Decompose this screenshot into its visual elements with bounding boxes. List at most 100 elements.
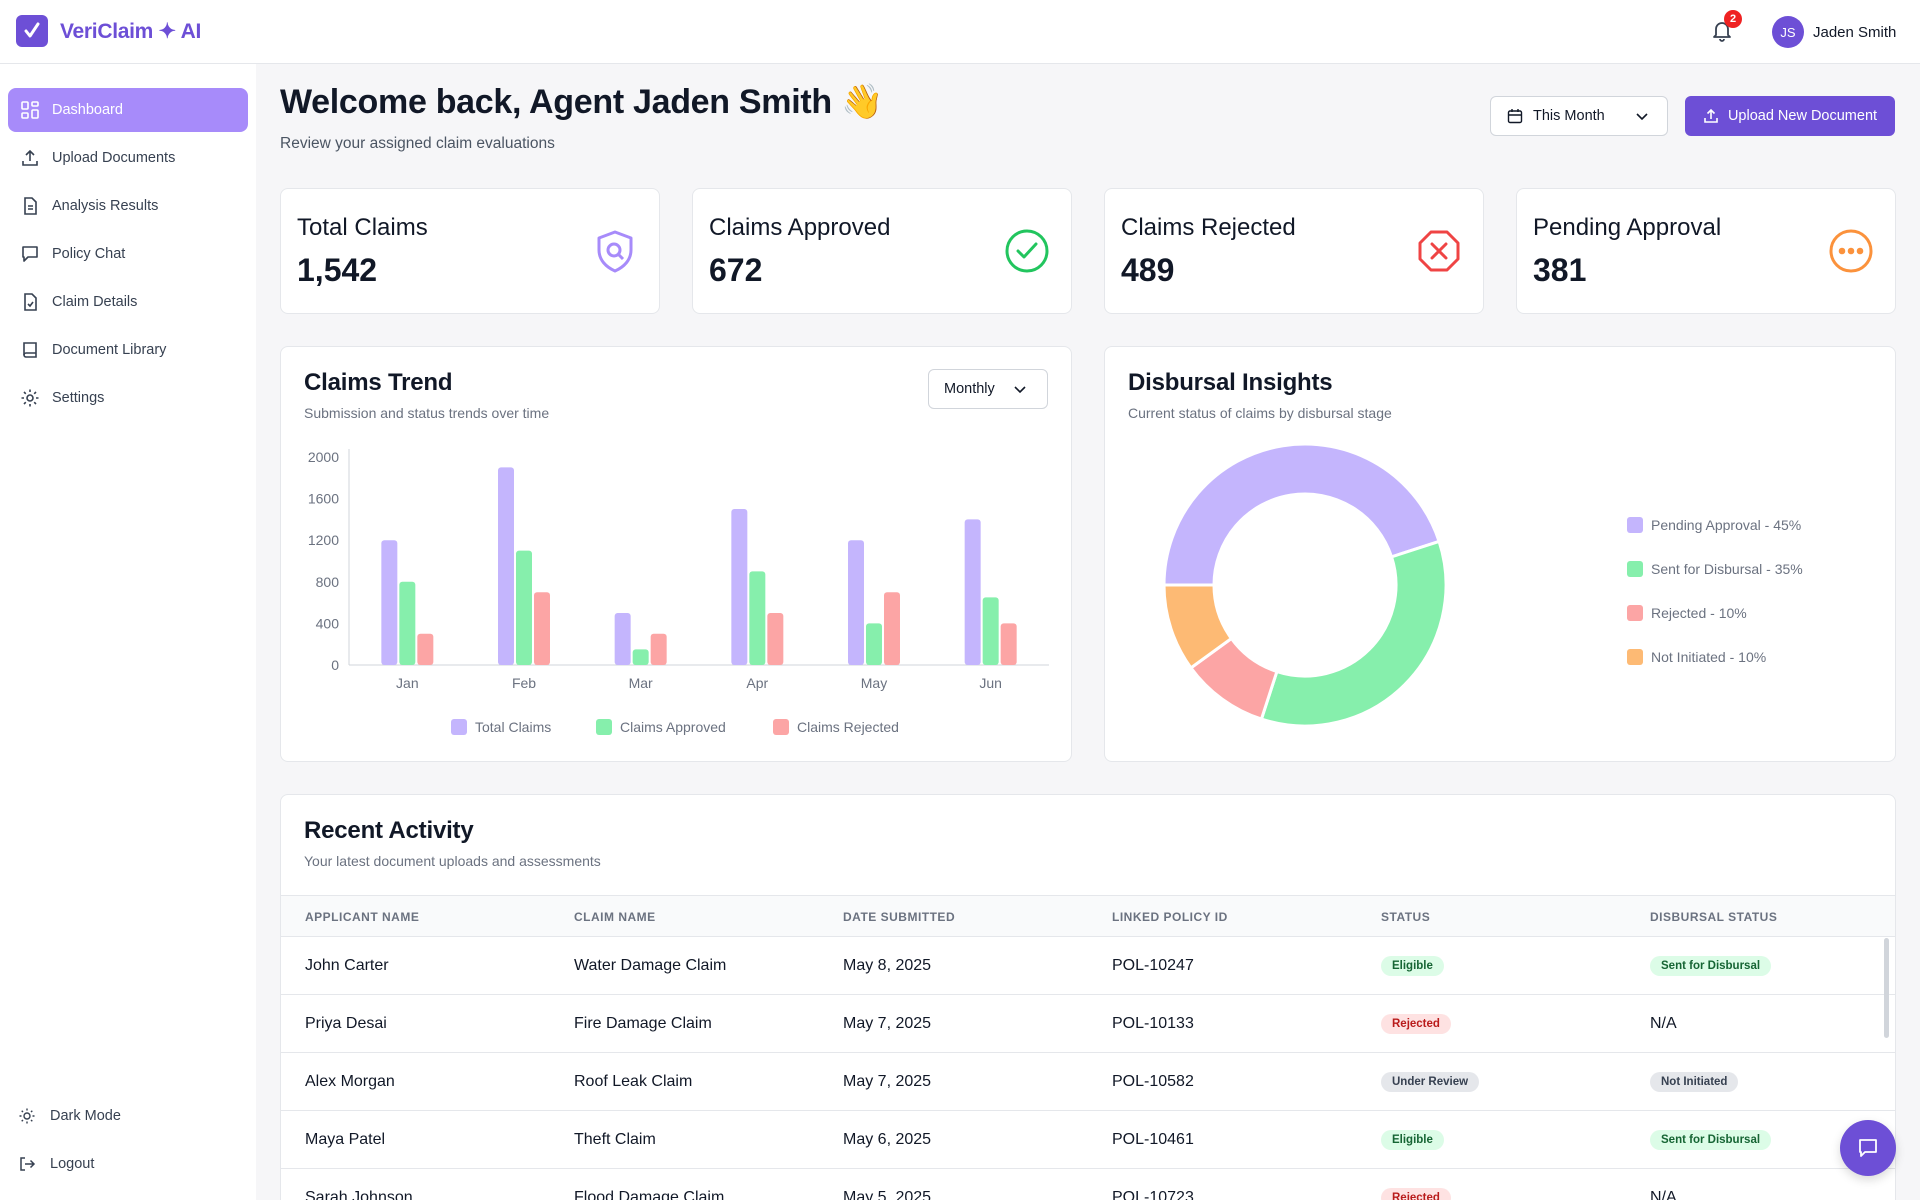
- y-tick-label: 800: [316, 574, 340, 590]
- brand-logo[interactable]: VeriClaim ✦ AI: [16, 15, 201, 47]
- cell-claim-name: Fire Damage Claim: [574, 1015, 712, 1032]
- legend-item-rejected: Rejected - 10%: [1627, 605, 1747, 621]
- claims-trend-title: Claims Trend: [304, 369, 453, 396]
- sidebar-item-analysis-results[interactable]: Analysis Results: [8, 184, 248, 228]
- bar-claims-rejected: [417, 633, 434, 665]
- y-tick-label: 2000: [308, 449, 339, 465]
- y-tick-label: 400: [316, 615, 340, 631]
- chat-fab-button[interactable]: [1840, 1120, 1896, 1176]
- legend-swatch: [773, 719, 789, 735]
- column-header[interactable]: APPLICANT NAME: [305, 910, 420, 924]
- sidebar-item-label: Policy Chat: [52, 246, 126, 262]
- logout-label: Logout: [50, 1156, 95, 1172]
- sidebar: Dashboard Upload Documents Analysis Resu…: [0, 64, 256, 1200]
- sidebar-item-dashboard[interactable]: Dashboard: [8, 88, 248, 132]
- bar-claims-approved: [399, 581, 416, 665]
- cell-policy-id: POL-10133: [1112, 1015, 1194, 1032]
- bar-total-claims: [614, 613, 631, 665]
- column-header[interactable]: LINKED POLICY ID: [1112, 910, 1228, 924]
- cell-claim-name: Water Damage Claim: [574, 957, 727, 974]
- legend-item-sent-for-disbursal: Sent for Disbursal - 35%: [1627, 561, 1803, 577]
- disbursal-donut-chart: [1165, 442, 1448, 728]
- donut-slice-pending-approval: [1165, 442, 1441, 587]
- cell-applicant-name: Sarah Johnson: [305, 1189, 413, 1200]
- stat-card-claims-approved: Claims Approved 672: [692, 188, 1072, 314]
- sidebar-item-label: Document Library: [52, 342, 167, 358]
- chevron-down-icon: [1636, 113, 1648, 121]
- status-badge: Under Review: [1381, 1072, 1480, 1092]
- bar-claims-approved: [516, 550, 532, 665]
- legend-item-claims-rejected: Claims Rejected: [773, 719, 899, 735]
- book-icon: [23, 342, 37, 358]
- cell-date-submitted: May 8, 2025: [843, 957, 932, 974]
- logout-icon: [20, 1157, 36, 1171]
- y-tick-label: 1600: [308, 491, 339, 507]
- x-tick-label: Jan: [396, 675, 419, 691]
- bar-total-claims: [848, 540, 864, 665]
- legend-label: Claims Rejected: [797, 719, 899, 735]
- sidebar-item-policy-chat[interactable]: Policy Chat: [8, 232, 248, 276]
- cell-date-submitted: May 6, 2025: [843, 1131, 932, 1148]
- bar-claims-rejected: [534, 592, 550, 665]
- legend-label: Total Claims: [475, 719, 552, 735]
- table-row[interactable]: Sarah Johnson Flood Damage Claim May 5, 20…: [281, 1169, 1895, 1200]
- claims-trend-card: Claims Trend Submission and status trend…: [280, 346, 1072, 762]
- sidebar-item-settings[interactable]: Settings: [8, 376, 248, 420]
- disbursal-title: Disbursal Insights: [1128, 369, 1333, 396]
- stat-label: Total Claims: [297, 214, 428, 241]
- donut-slice-sent-for-disbursal: [1259, 539, 1448, 728]
- sidebar-item-document-library[interactable]: Document Library: [8, 328, 248, 372]
- dots-circle-icon: [1829, 229, 1873, 273]
- sidebar-item-label: Dashboard: [52, 102, 123, 118]
- table-row[interactable]: Maya Patel Theft Claim May 6, 2025 POL-1046…: [281, 1111, 1895, 1169]
- gear-icon: [21, 389, 39, 407]
- sidebar-item-upload-documents[interactable]: Upload Documents: [8, 136, 248, 180]
- legend-label: Claims Approved: [620, 719, 726, 735]
- stat-value: 489: [1121, 252, 1175, 288]
- legend-label: Not Initiated - 10%: [1651, 649, 1767, 665]
- stat-value: 672: [709, 252, 763, 288]
- y-tick-label: 1200: [308, 532, 339, 548]
- sidebar-item-label: Upload Documents: [52, 150, 176, 166]
- cell-applicant-name: John Carter: [305, 957, 389, 974]
- notification-badge: 2: [1724, 10, 1742, 28]
- status-badge: Eligible: [1381, 956, 1444, 976]
- table-row[interactable]: Alex Morgan Roof Leak Claim May 7, 2025 POL…: [281, 1053, 1895, 1111]
- period-select[interactable]: This Month: [1490, 96, 1668, 136]
- legend-swatch: [1627, 561, 1643, 577]
- claims-trend-subtitle: Submission and status trends over time: [304, 405, 550, 421]
- bar-total-claims: [498, 467, 514, 665]
- recent-activity-card: Recent Activity Your latest document upl…: [280, 794, 1896, 1200]
- cell-date-submitted: May 5, 2025: [843, 1189, 932, 1200]
- cell-claim-name: Theft Claim: [574, 1131, 656, 1148]
- interval-select[interactable]: Monthly: [928, 369, 1048, 409]
- legend-item-total-claims: Total Claims: [451, 719, 551, 735]
- cell-policy-id: POL-10461: [1112, 1131, 1194, 1148]
- logo-check-icon: [16, 15, 48, 47]
- dark-mode-toggle[interactable]: Dark Mode: [8, 1096, 248, 1136]
- legend-item-claims-approved: Claims Approved: [596, 719, 726, 735]
- column-header[interactable]: STATUS: [1381, 910, 1431, 924]
- user-menu[interactable]: JS Jaden Smith: [1772, 16, 1896, 48]
- legend-swatch: [1627, 517, 1643, 533]
- bar-claims-rejected: [1000, 623, 1017, 665]
- column-header[interactable]: DISBURSAL STATUS: [1650, 910, 1778, 924]
- stat-card-claims-rejected: Claims Rejected 489: [1104, 188, 1484, 314]
- table-scrollbar[interactable]: [1884, 938, 1889, 1038]
- sidebar-item-claim-details[interactable]: Claim Details: [8, 280, 248, 324]
- top-bar: VeriClaim ✦ AI 2 JS Jaden Smith: [0, 0, 1920, 64]
- bar-claims-approved: [632, 649, 649, 665]
- logout-button[interactable]: Logout: [8, 1144, 248, 1184]
- x-tick-label: Apr: [746, 675, 768, 691]
- legend-swatch: [596, 719, 612, 735]
- column-header[interactable]: CLAIM NAME: [574, 910, 656, 924]
- y-tick-label: 0: [331, 657, 339, 673]
- table-row[interactable]: John Carter Water Damage Claim May 8, 2025…: [281, 937, 1895, 995]
- upload-new-document-button[interactable]: Upload New Document: [1685, 96, 1895, 136]
- x-tick-label: May: [861, 675, 887, 691]
- table-row[interactable]: Priya Desai Fire Damage Claim May 7, 2025 P…: [281, 995, 1895, 1053]
- document-icon: [24, 197, 37, 215]
- stat-value: 1,542: [297, 252, 378, 288]
- column-header[interactable]: DATE SUBMITTED: [843, 910, 956, 924]
- status-badge: Rejected: [1381, 1014, 1451, 1034]
